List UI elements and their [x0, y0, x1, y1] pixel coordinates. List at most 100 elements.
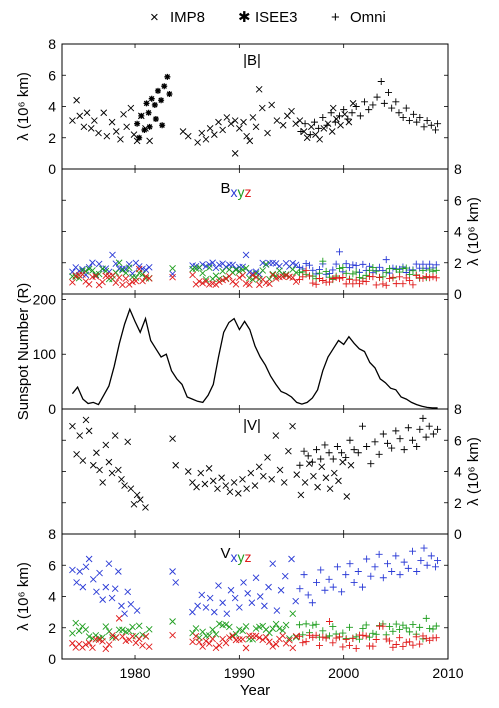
data-point-x: [244, 590, 252, 597]
data-point-x: [112, 279, 120, 287]
legend-omni-symbol: +: [331, 9, 340, 26]
data-point-plus: [376, 263, 384, 271]
data-point-x: [226, 261, 233, 269]
data-point-x: [102, 441, 110, 449]
data-point-plus: [319, 633, 327, 641]
data-point-plus: [427, 121, 435, 129]
data-point-x: [282, 621, 290, 629]
data-point-x: [242, 644, 250, 652]
data-point-x: [303, 134, 311, 142]
legend-imp8-label: IMP8: [170, 9, 205, 26]
data-point-x: [218, 474, 225, 482]
panel-title: Vxyz: [220, 545, 251, 565]
data-point-plus: [352, 644, 360, 652]
data-point-x: [308, 123, 315, 131]
data-point-plus: [332, 634, 340, 642]
data-point-x: [115, 615, 123, 622]
y-tick-label: 6: [48, 67, 56, 83]
data-point-x: [121, 610, 128, 618]
data-point-x: [222, 621, 230, 628]
data-point-plus: [413, 443, 421, 450]
data-point-x: [85, 639, 93, 647]
data-point-plus: [402, 104, 410, 112]
data-point-x: [279, 121, 287, 129]
data-point-x: [201, 480, 209, 488]
data-point-x: [76, 432, 84, 439]
y-tick-label: 4: [48, 99, 56, 115]
data-point-plus: [325, 278, 333, 286]
data-point-plus: [369, 629, 377, 637]
data-point-plus: [338, 588, 346, 596]
data-point-x: [252, 625, 260, 632]
data-point-x: [103, 132, 111, 140]
data-point-plus: [404, 424, 412, 432]
data-point-x: [202, 604, 210, 611]
data-point-x: [236, 274, 243, 281]
data-point-x: [79, 271, 86, 278]
data-point-x: [99, 596, 107, 603]
data-point-x: [255, 463, 263, 471]
panel-p5: 0 2 4 6 8 1980 1990 2000 2010 Year λ (10⁶ km) Vxyz: [15, 526, 464, 699]
title-part: B: [220, 180, 230, 197]
data-point-x: [108, 594, 116, 602]
data-point-plus: [299, 639, 307, 647]
data-point-x: [127, 600, 135, 608]
data-point-x: [142, 273, 150, 280]
data-point-x: [226, 273, 233, 280]
data-point-x: [212, 281, 220, 288]
data-point-plus: [404, 564, 412, 572]
data-point-x: [192, 625, 200, 632]
data-point-plus: [339, 274, 347, 282]
data-point-x: [266, 629, 273, 637]
data-point-plus: [313, 578, 321, 586]
data-point-x: [194, 139, 201, 146]
data-point-plus: [308, 458, 316, 466]
data-point-plus: [356, 112, 364, 120]
data-point-x: [85, 427, 93, 435]
data-point-x: [289, 259, 297, 267]
data-point-x: [169, 435, 176, 443]
data-point-x: [305, 460, 313, 468]
y-tick-label: 6: [454, 432, 462, 448]
data-point-x: [169, 568, 176, 575]
data-point-x: [99, 479, 107, 486]
data-point-plus: [388, 568, 396, 575]
data-point-plus: [346, 623, 354, 631]
data-point-plus: [406, 277, 414, 285]
data-point-x: [102, 583, 110, 591]
data-point-star: [152, 116, 159, 122]
plot-frame: [61, 293, 449, 410]
data-point-x: [215, 118, 222, 126]
data-point-x: [124, 588, 132, 596]
data-point-x: [197, 469, 205, 477]
data-point-plus: [406, 638, 414, 646]
data-point-x: [272, 275, 280, 282]
data-point-x: [286, 635, 293, 642]
y-tick-label: 4: [48, 589, 56, 605]
data-point-x: [269, 560, 277, 568]
data-point-plus: [329, 274, 337, 282]
data-point-plus: [342, 269, 350, 277]
y-tick-label: 2: [48, 130, 56, 146]
y-tick-label: 0: [48, 651, 56, 667]
data-point-x: [239, 475, 246, 483]
data-point-plus: [315, 124, 323, 132]
data-point-x: [262, 260, 270, 268]
data-point-x: [102, 645, 110, 653]
data-point-x: [219, 635, 226, 643]
data-point-star: [143, 100, 150, 107]
data-point-plus: [396, 435, 404, 443]
data-point-plus: [317, 566, 325, 574]
data-point-plus: [348, 109, 356, 117]
data-point-plus: [301, 120, 309, 128]
data-point-plus: [312, 631, 320, 639]
data-point-x: [219, 267, 226, 275]
data-point-plus: [304, 591, 312, 599]
data-point-x: [133, 607, 141, 614]
data-point-x: [189, 638, 196, 646]
data-point-x: [89, 259, 96, 267]
data-point-x: [189, 271, 196, 279]
y-tick-label: 0: [454, 286, 462, 302]
y-tick-label: 8: [48, 36, 56, 52]
